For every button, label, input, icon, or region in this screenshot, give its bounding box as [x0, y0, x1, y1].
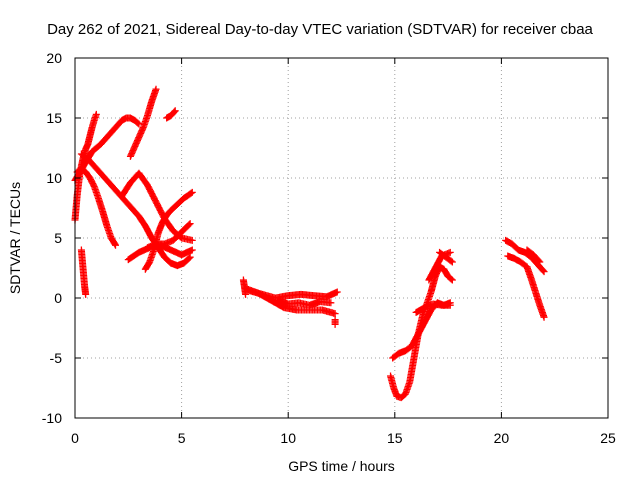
x-tick-labels: 0 5 10 15 20 25	[71, 430, 616, 446]
grid-lines	[75, 58, 608, 418]
data-markers	[71, 85, 548, 402]
y-tick-label: 20	[46, 50, 62, 66]
x-tick-label: 0	[71, 430, 79, 446]
y-tick-label: -10	[42, 410, 62, 426]
x-tick-label: 20	[494, 430, 510, 446]
data-series-arc-u	[412, 300, 454, 316]
x-tick-label: 15	[387, 430, 403, 446]
y-tick-label: 15	[46, 110, 62, 126]
data-series-arc-j	[163, 107, 179, 122]
axis-ticks	[74, 57, 609, 419]
y-tick-label: 0	[54, 290, 62, 306]
data-series-arc-t	[436, 248, 456, 266]
data-series-arc-i	[126, 85, 160, 160]
y-tick-label: -5	[50, 350, 63, 366]
chart-title: Day 262 of 2021, Sidereal Day-to-day VTE…	[47, 21, 593, 38]
data-series-arc-k	[77, 246, 90, 298]
x-tick-label: 5	[178, 430, 186, 446]
y-tick-label: 10	[46, 170, 62, 186]
data-series-arc-n	[274, 296, 335, 309]
data-series-arc-h	[141, 188, 196, 273]
data-series-arc-x	[523, 246, 544, 266]
data-series-arc-c	[73, 164, 120, 249]
y-axis-label: SDTVAR / TECUs	[7, 182, 23, 294]
data-series-arc-w	[504, 252, 548, 321]
y-tick-labels: -10 -5 0 5 10 15 20	[42, 50, 62, 426]
x-tick-label: 10	[280, 430, 296, 446]
data-series-arc-o	[239, 276, 250, 298]
x-axis-label: GPS time / hours	[288, 458, 395, 474]
data-series-arc-d	[77, 150, 194, 270]
data-series-arc-p	[331, 316, 339, 328]
x-tick-label: 25	[600, 430, 616, 446]
data-series-arc-m	[246, 287, 341, 302]
data-series-arc-v	[502, 236, 548, 276]
y-tick-label: 5	[54, 230, 62, 246]
